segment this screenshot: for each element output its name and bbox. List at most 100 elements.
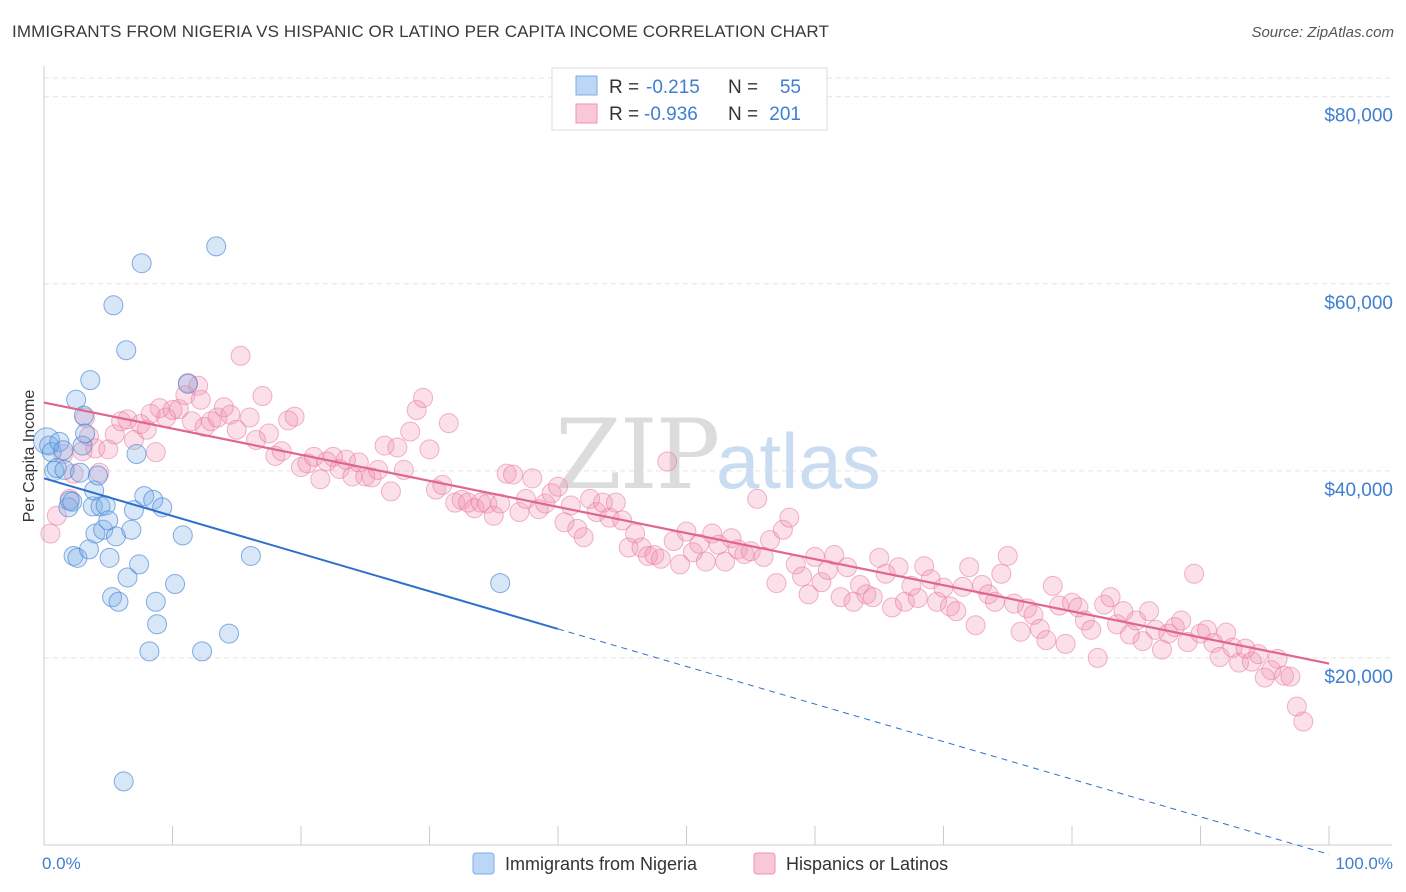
nigeria-point <box>80 370 101 391</box>
nigeria-point <box>93 519 114 540</box>
hispanic-point <box>284 406 305 427</box>
nigeria-point <box>58 497 79 518</box>
nigeria-point <box>490 573 511 594</box>
chart-title: IMMIGRANTS FROM NIGERIA VS HISPANIC OR L… <box>12 22 829 41</box>
hispanic-point <box>258 423 279 444</box>
legend-n-value-2: 201 <box>769 104 801 125</box>
hispanic-point <box>779 507 800 528</box>
legend-n-label-2: N = <box>728 104 758 125</box>
hispanic-point <box>145 442 166 463</box>
hispanic-point <box>310 469 331 490</box>
y-tick-label: $80,000 <box>1324 106 1393 127</box>
nigeria-point <box>192 641 213 662</box>
y-axis-label: Per Capita Income <box>21 390 38 523</box>
nigeria-trend-extension <box>557 628 1330 855</box>
hispanic-point <box>766 573 787 594</box>
y-tick-label: $40,000 <box>1324 480 1393 501</box>
hispanic-point <box>1036 630 1057 651</box>
hispanic-point <box>637 545 658 566</box>
hispanic-point <box>830 587 851 608</box>
hispanic-point <box>862 587 883 608</box>
nigeria-point <box>99 547 120 568</box>
hispanic-point <box>1081 619 1102 640</box>
watermark-atlas: atlas <box>716 417 881 505</box>
source-label: Source: ZipAtlas.com <box>1251 24 1394 41</box>
hispanic-point <box>1010 621 1031 642</box>
hispanic-point <box>997 545 1018 566</box>
legend-r-label-1: R = <box>609 77 639 98</box>
watermark-zip: ZIP <box>555 399 718 511</box>
hispanic-point <box>413 387 434 408</box>
nigeria-point <box>219 623 240 644</box>
nigeria-point <box>54 459 75 480</box>
hispanic-point <box>104 424 125 445</box>
hispanic-point <box>419 439 440 460</box>
hispanic-point <box>605 492 626 513</box>
hispanic-point <box>1087 647 1108 668</box>
hispanic-point <box>747 488 768 509</box>
hispanic-point <box>548 476 568 497</box>
hispanic-point <box>580 488 601 509</box>
hispanic-point <box>220 404 241 425</box>
hispanic-point <box>650 548 671 569</box>
legend-r-value-1: -0.215 <box>646 77 700 98</box>
hispanic-point <box>1055 633 1076 654</box>
hispanic-point <box>1293 711 1314 732</box>
hispanic-point <box>162 400 183 421</box>
legend-n-value-1: 55 <box>780 77 801 98</box>
nigeria-point <box>121 519 142 540</box>
nigeria-point <box>147 614 168 635</box>
nigeria-point <box>69 462 90 483</box>
hispanic-point <box>438 413 459 434</box>
hispanic-point <box>1171 610 1192 631</box>
hispanic-point <box>239 407 260 428</box>
hispanic-point <box>483 505 504 526</box>
nigeria-point <box>177 373 198 394</box>
stats-legend: R = -0.215 N = 55 R = -0.936 N = 201 <box>551 67 828 131</box>
y-tick-label: $20,000 <box>1324 667 1393 688</box>
hispanic-point <box>573 527 594 548</box>
x-tick-label-min: 0.0% <box>42 854 81 873</box>
nigeria-point <box>116 340 137 361</box>
nigeria-point <box>131 253 152 274</box>
hispanic-point <box>1029 618 1050 639</box>
hispanic-point <box>1286 696 1307 717</box>
nigeria-point <box>108 591 129 612</box>
hispanic-point <box>374 435 395 456</box>
hispanic-point <box>907 588 928 609</box>
hispanic-point <box>715 551 736 572</box>
hispanic-point <box>252 386 273 407</box>
legend-r-value-2: -0.936 <box>644 104 698 125</box>
hispanic-point <box>46 505 67 526</box>
hispanic-point <box>798 584 819 605</box>
hispanic-point <box>226 419 247 440</box>
hispanic-point <box>1274 665 1295 686</box>
hispanic-point <box>933 577 954 598</box>
nigeria-point <box>87 465 108 486</box>
hispanic-point <box>882 597 903 618</box>
hispanic-point <box>387 437 408 458</box>
hispanic-point <box>400 421 421 442</box>
hispanic-point <box>567 518 588 539</box>
nigeria-point <box>46 458 67 479</box>
hispanic-point <box>817 560 838 581</box>
nigeria-point <box>113 771 134 792</box>
hispanic-point <box>560 495 581 516</box>
nigeria-point <box>117 567 138 588</box>
nigeria-trend-line <box>43 477 559 630</box>
hispanic-point <box>965 615 986 636</box>
hispanic-point <box>657 451 678 472</box>
hispanic-point <box>406 400 427 421</box>
hispanic-point <box>522 468 543 489</box>
x-tick-label-max: 100.0% <box>1335 854 1393 873</box>
hispanic-point <box>991 563 1012 584</box>
nigeria-point <box>72 435 93 456</box>
bottom-legend-label-nigeria: Immigrants from Nigeria <box>505 854 698 874</box>
hispanic-point <box>1132 631 1153 652</box>
bottom-legend-swatch-hispanic <box>753 852 776 875</box>
legend-r-label-2: R = <box>609 104 639 125</box>
hispanic-point <box>824 545 845 566</box>
hispanic-point <box>1184 563 1205 584</box>
hispanic-point <box>695 551 716 572</box>
